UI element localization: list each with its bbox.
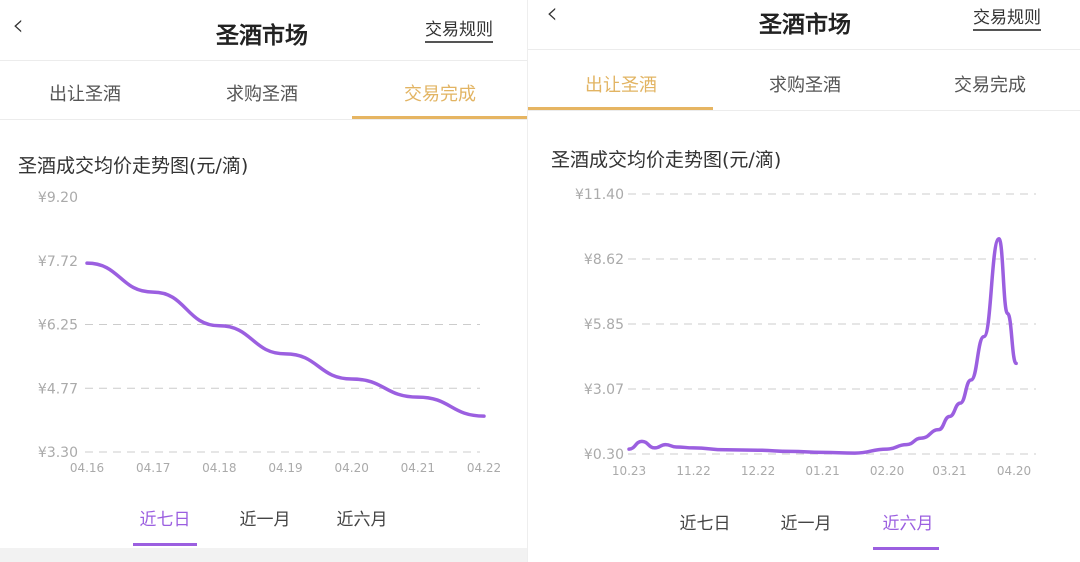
chevron-left-icon[interactable]: ‹ bbox=[12, 8, 24, 43]
x-tick-label: 04.21 bbox=[401, 461, 435, 475]
chart-title: 圣酒成交均价走势图(元/滴) bbox=[18, 155, 249, 177]
y-tick-label: ¥5.85 bbox=[584, 317, 624, 333]
left-screen: ‹ 圣酒市场 交易规则 出让圣酒 求购圣酒 交易完成 圣酒成交均价走势图(元/滴… bbox=[0, 0, 527, 562]
x-tick-label: 04.20 bbox=[334, 461, 368, 475]
x-tick-label: 04.22 bbox=[467, 461, 501, 475]
tab-sell[interactable]: 出让圣酒 bbox=[49, 84, 121, 105]
x-tick-label: 04.18 bbox=[202, 461, 236, 475]
trade-rules-link[interactable]: 交易规则 bbox=[973, 7, 1041, 31]
price-line bbox=[85, 261, 486, 418]
page-title: 圣酒市场 bbox=[759, 12, 851, 38]
tab-completed[interactable]: 交易完成 bbox=[404, 84, 476, 105]
chevron-left-icon[interactable]: ‹ bbox=[546, 0, 558, 31]
x-tick-label: 01.21 bbox=[805, 464, 839, 478]
y-tick-label: ¥11.40 bbox=[575, 187, 624, 203]
tab-sell[interactable]: 出让圣酒 bbox=[585, 75, 657, 96]
range-tab-7d[interactable]: 近七日 bbox=[679, 514, 731, 534]
y-tick-label: ¥0.30 bbox=[584, 447, 624, 463]
y-tick-label: ¥9.20 bbox=[38, 190, 78, 206]
tab-buy[interactable]: 求购圣酒 bbox=[769, 75, 841, 96]
x-tick-label: 11.22 bbox=[676, 464, 710, 478]
chart-title: 圣酒成交均价走势图(元/滴) bbox=[551, 149, 782, 171]
divider bbox=[528, 49, 1080, 50]
y-tick-label: ¥4.77 bbox=[38, 381, 78, 397]
x-tick-label: 03.21 bbox=[932, 464, 966, 478]
y-tick-label: ¥6.25 bbox=[38, 318, 78, 334]
active-tab-indicator bbox=[528, 107, 713, 110]
range-tab-6m[interactable]: 近六月 bbox=[336, 510, 388, 530]
page-title: 圣酒市场 bbox=[216, 23, 308, 49]
active-range-indicator bbox=[133, 543, 197, 546]
range-tab-7d[interactable]: 近七日 bbox=[139, 510, 191, 530]
x-tick-label: 04.16 bbox=[70, 461, 104, 475]
range-tab-1m[interactable]: 近一月 bbox=[780, 514, 832, 534]
divider bbox=[0, 119, 527, 120]
active-tab-indicator bbox=[352, 116, 527, 119]
y-tick-label: ¥7.72 bbox=[38, 254, 78, 270]
footer-band bbox=[0, 548, 527, 562]
range-tab-1m[interactable]: 近一月 bbox=[239, 510, 291, 530]
divider bbox=[528, 110, 1080, 111]
x-tick-label: 10.23 bbox=[612, 464, 646, 478]
x-tick-label: 02.20 bbox=[870, 464, 904, 478]
right-screen: ‹ 圣酒市场 交易规则 出让圣酒 求购圣酒 交易完成 圣酒成交均价走势图(元/滴… bbox=[527, 0, 1080, 562]
trade-rules-link[interactable]: 交易规则 bbox=[425, 19, 493, 43]
y-tick-label: ¥3.30 bbox=[38, 445, 78, 461]
x-tick-label: 04.17 bbox=[136, 461, 170, 475]
y-tick-label: ¥8.62 bbox=[584, 252, 624, 268]
active-range-indicator bbox=[873, 547, 939, 550]
x-tick-label: 04.19 bbox=[268, 461, 302, 475]
divider bbox=[0, 60, 527, 61]
x-tick-label: 12.22 bbox=[741, 464, 775, 478]
x-tick-label: 04.20 bbox=[997, 464, 1031, 478]
tab-completed[interactable]: 交易完成 bbox=[954, 75, 1026, 96]
range-tab-6m[interactable]: 近六月 bbox=[882, 514, 934, 534]
tab-buy[interactable]: 求购圣酒 bbox=[226, 84, 298, 105]
price-line bbox=[627, 236, 1018, 455]
y-tick-label: ¥3.07 bbox=[584, 382, 624, 398]
